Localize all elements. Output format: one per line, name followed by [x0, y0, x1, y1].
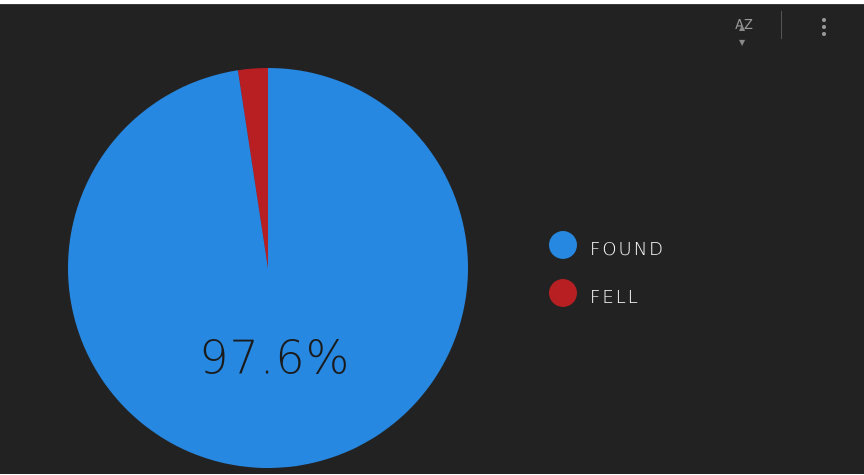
- chart-toolbar: ▲ AZ ▼: [724, 5, 864, 49]
- sort-up-arrow-icon: ▲: [739, 23, 746, 32]
- sort-down-arrow-icon: ▼: [739, 38, 746, 47]
- legend-label-fell[interactable]: fell: [590, 280, 640, 310]
- pie-slice-fell[interactable]: [237, 68, 268, 268]
- data-label-found: 97.6%: [199, 331, 350, 385]
- legend-label-found[interactable]: found: [590, 232, 665, 262]
- legend-marker-found: [549, 231, 577, 259]
- more-vert-icon[interactable]: [814, 11, 834, 41]
- chart-panel: ▲ AZ ▼ 97.6% found fell: [0, 4, 864, 474]
- pie-chart: 97.6% found fell: [67, 68, 665, 468]
- legend-marker-fell: [549, 279, 577, 307]
- sort-label: AZ: [735, 18, 753, 33]
- toolbar-divider: [781, 11, 782, 39]
- az-sort-icon[interactable]: ▲ AZ ▼: [724, 11, 764, 47]
